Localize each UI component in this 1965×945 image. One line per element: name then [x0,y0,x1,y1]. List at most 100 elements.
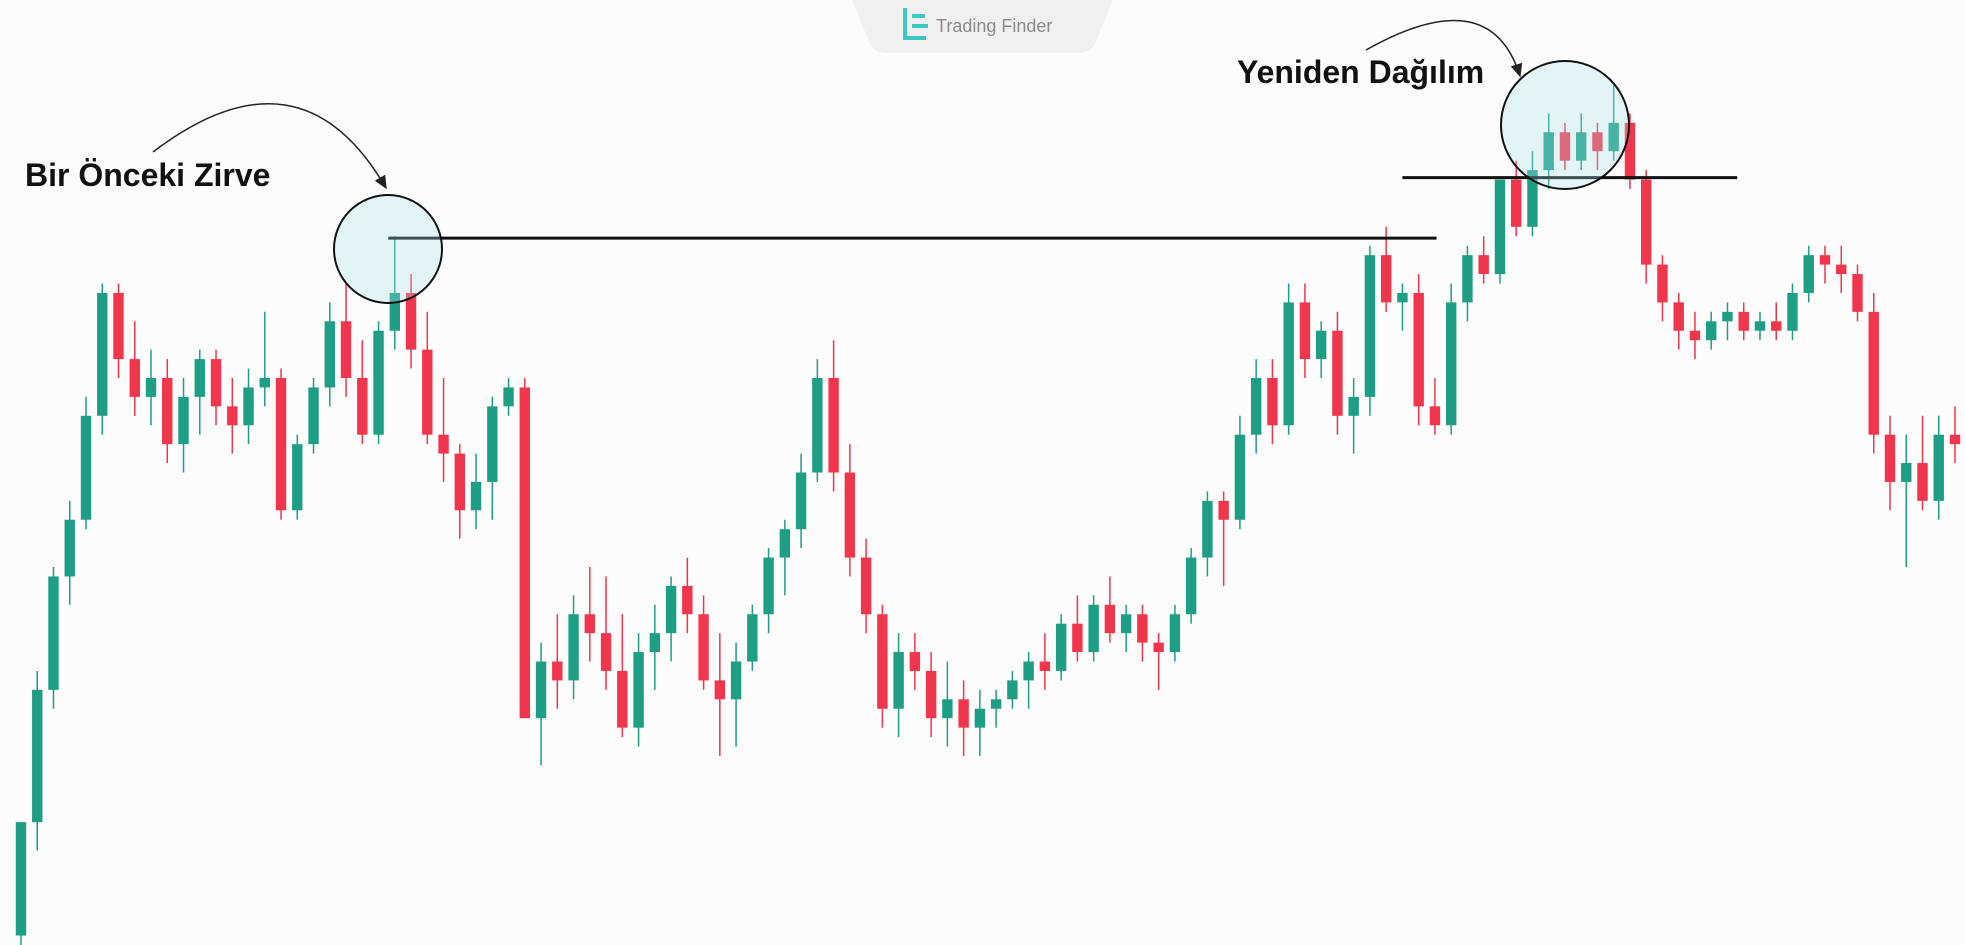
candle-body [454,453,466,511]
levels [388,176,1738,240]
candle-body [1169,614,1181,653]
candle-body [340,321,352,378]
candle-body [48,576,59,690]
candle-body [877,614,888,709]
candle-body [1267,378,1278,426]
candle-body [1576,132,1587,161]
candle-body [795,472,807,530]
candle-body [1088,604,1099,653]
candle-body [1413,292,1424,407]
candle-body [1332,330,1343,416]
candle-body [893,652,904,709]
candle-body [958,699,969,728]
candle-body [438,434,449,454]
candle-body [1803,255,1814,293]
candle-body [1104,604,1116,634]
candle-body [405,292,417,350]
candle-body [860,557,872,615]
candle-body [1641,179,1652,265]
candle-body [990,699,1002,709]
candle-body [600,633,612,671]
candle-body [1250,378,1262,435]
candle-body [1933,434,1944,501]
candle-body [1754,321,1766,331]
candle-body [714,680,726,700]
candle-body [373,330,384,435]
candle-body [324,321,335,388]
candle-body [1429,406,1441,426]
candle-body [552,661,563,681]
candle-body [698,614,709,681]
candle-body [178,396,189,445]
arrow [152,103,387,190]
candle-body [292,444,303,511]
candle-body [682,585,693,615]
candle-body [1510,179,1522,227]
candle-body [80,415,92,520]
candle-body [389,292,400,331]
candle-body [1819,255,1831,265]
candle-body [1478,255,1489,275]
candle-body [763,557,774,615]
candle-body [925,670,937,719]
candle-body [1494,179,1506,275]
candle-body [113,292,124,360]
candle-body [1218,500,1229,520]
candle-body [1527,170,1538,227]
candle-body [633,652,644,728]
candle-body [1299,302,1311,360]
candle-body [1559,132,1571,161]
candle-body [1673,302,1684,331]
candle-body [1949,434,1961,445]
candle-body [64,519,75,577]
candle-body [1657,264,1668,303]
candle-body [942,699,953,719]
candle-body [1592,132,1603,152]
candle-body [535,661,547,719]
candle-body [210,359,222,407]
candle-body [812,378,823,473]
annotation-label: Yeniden Dağılım [1237,54,1484,90]
candle-body [1608,122,1619,152]
candle-body [129,359,140,397]
candle-body [1624,122,1636,180]
candle-body [1039,661,1051,671]
candle-body [1462,255,1473,303]
candle-body [1689,330,1701,341]
candle-body [844,472,856,558]
highlight-circle [333,194,443,304]
candle-body [1917,463,1928,501]
candle-body [1283,302,1294,426]
candle-body [1072,623,1083,653]
candle-body [1023,661,1034,681]
candle-body [1706,321,1717,341]
candle-body [1543,132,1554,171]
candle-body [1348,396,1359,416]
candle-body [162,378,173,445]
candle-body [1771,321,1782,331]
candle-body [1397,292,1408,303]
candle-body [909,652,921,671]
candle-body [1315,330,1327,360]
annotation-label: Bir Önceki Zirve [25,157,270,193]
highlight-circle [1500,60,1630,190]
brand-logo [903,8,928,40]
candle-body [1738,311,1749,331]
candle-body [1234,434,1246,520]
candle-body [747,614,758,662]
candle-body [15,822,27,936]
candle-body [357,378,368,435]
arrow [1365,19,1523,78]
candle-body [568,614,579,681]
candle-body [1868,311,1879,435]
candle-body [1364,255,1376,397]
candle-body [584,614,596,634]
candle-body [145,378,157,397]
candle-body [1202,500,1213,558]
candle-body [308,387,319,445]
candle-body [1120,614,1132,634]
candle-body [32,689,43,823]
